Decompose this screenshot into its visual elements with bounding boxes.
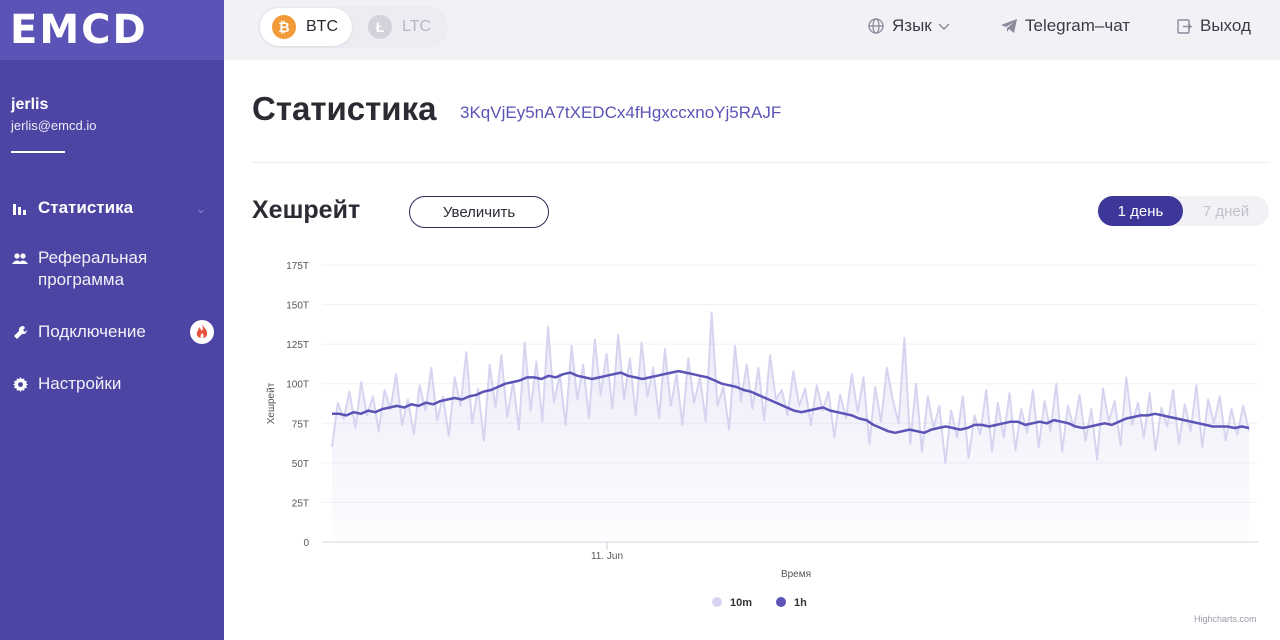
fire-icon [190, 320, 214, 344]
wallet-address[interactable]: 3KqVjEy5nA7tXEDCx4fHgxccxnoYj5RAJF [460, 103, 782, 122]
sidebar-item-referral[interactable]: Реферальная программа [12, 247, 168, 291]
sidebar-item-label: Подключение [38, 322, 146, 341]
range-toggle: 1 день 7 дней [1097, 196, 1269, 226]
series-10m-area [332, 312, 1249, 542]
user-divider [11, 151, 65, 153]
sidebar-item-label: Настройки [38, 374, 122, 393]
globe-icon [868, 18, 884, 34]
sidebar-item-label: Статистика [38, 198, 134, 217]
y-axis-title: Хешрейт [266, 382, 277, 424]
y-tick-label: 0 [303, 538, 309, 549]
legend-marker-10m [712, 597, 722, 607]
sidebar: EMCD jerlis jerlis@emcd.io Статистика ⌄ … [0, 0, 224, 640]
sidebar-item-connection[interactable]: Подключение [12, 321, 146, 343]
top-bar: ₿ BTC Ł LTC Язык Telegram–чат Выход [224, 0, 1280, 60]
divider [252, 162, 1270, 163]
legend-label-1h: 1h [794, 597, 807, 609]
range-7-days-button[interactable]: 7 дней [1202, 202, 1250, 220]
language-label: Язык [892, 16, 932, 35]
coin-label: LTC [402, 18, 432, 35]
range-1-day-button[interactable]: 1 день [1098, 196, 1183, 226]
gear-icon [12, 376, 28, 392]
sidebar-item-settings[interactable]: Настройки [12, 373, 121, 395]
y-tick-label: 100T [286, 380, 309, 391]
legend-label-10m: 10m [730, 597, 752, 609]
users-icon [12, 250, 28, 266]
y-tick-label: 125T [286, 340, 309, 351]
user-profile: jerlis jerlis@emcd.io [0, 60, 224, 153]
coin-switch: ₿ BTC Ł LTC [258, 6, 448, 48]
legend-marker-1h [776, 597, 786, 607]
y-tick-label: 175T [286, 261, 309, 272]
y-tick-label: 25T [292, 498, 309, 509]
logout-icon [1177, 18, 1192, 34]
page-title: Статистика [252, 90, 437, 127]
logout-label: Выход [1200, 16, 1251, 35]
hashrate-title: Хешрейт [252, 196, 361, 224]
logo-bar: EMCD [0, 0, 224, 60]
wrench-icon [12, 324, 28, 340]
coin-ltc-button[interactable]: Ł LTC [356, 8, 445, 46]
telegram-chat-link[interactable]: Telegram–чат [1001, 16, 1130, 36]
coin-btc-button[interactable]: ₿ BTC [260, 8, 352, 46]
hashrate-chart: 0 25T 50T 75T 100T 125T 150T 175T 11. Jun Хешрейт… [250, 245, 1280, 640]
chevron-down-icon[interactable]: ⌄ [196, 202, 207, 216]
sidebar-item-label: Реферальная программа [38, 248, 148, 289]
telegram-label: Telegram–чат [1025, 16, 1131, 35]
user-email: jerlis@emcd.io [11, 118, 97, 133]
emcd-logo[interactable]: EMCD [10, 7, 148, 53]
y-tick-label: 75T [292, 419, 309, 430]
x-axis-title: Время [781, 569, 811, 580]
hashrate-chart-svg: 0 25T 50T 75T 100T 125T 150T 175T 11. Jun Хешрейт… [266, 261, 1258, 609]
logout-button[interactable]: Выход [1177, 16, 1251, 36]
y-tick-label: 150T [286, 301, 309, 312]
chevron-down-icon [938, 16, 950, 36]
bitcoin-icon: ₿ [272, 15, 296, 39]
highcharts-credit[interactable]: Highcharts.com [1194, 614, 1257, 624]
sidebar-item-statistics[interactable]: Статистика [12, 197, 133, 219]
language-dropdown[interactable]: Язык [868, 16, 950, 36]
zoom-button[interactable]: Увеличить [409, 196, 549, 228]
series-10m-line [331, 311, 1250, 464]
bar-chart-icon [12, 200, 28, 216]
series-1h-line [332, 369, 1250, 435]
user-name: jerlis [11, 96, 49, 113]
x-tick-label: 11. Jun [591, 551, 623, 562]
telegram-icon [1001, 19, 1017, 33]
y-tick-label: 50T [292, 459, 309, 470]
coin-label: BTC [306, 18, 338, 35]
litecoin-icon: Ł [368, 15, 392, 39]
